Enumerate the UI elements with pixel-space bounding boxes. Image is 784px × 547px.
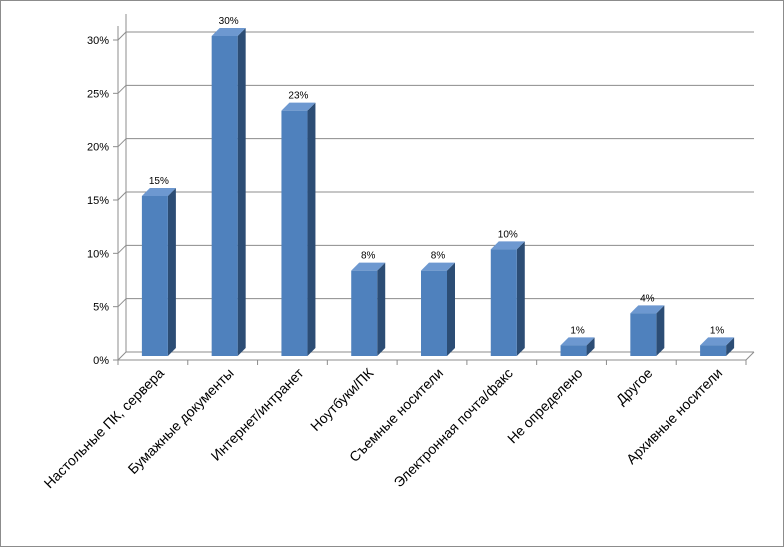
data-label: 1% [570,325,585,336]
bar [700,337,735,356]
bar-side [237,28,246,356]
floor-right-edge [745,351,755,361]
bar-side [447,262,455,356]
bar [281,102,316,357]
data-label: 23% [288,91,308,102]
bar-top [700,337,735,346]
bar-front [141,196,168,356]
grid-line-side [117,31,127,41]
bar-front [630,313,657,356]
grid-line-side [117,84,127,94]
bar-side [516,241,525,356]
y-axis-tick-labels: 0% 5% 10% 15% 20% 25% 30% [87,35,109,367]
bar-top [211,28,246,36]
bar-side [377,262,386,356]
grid-line-side [117,138,127,148]
y-tick-label: 15% [87,195,109,207]
data-label: 8% [361,251,376,262]
bar-top [141,188,176,196]
bar-side [656,305,665,356]
bar-side [167,188,176,356]
y-tick-label: 10% [87,248,109,260]
y-tick-label: 25% [87,88,109,100]
grid-line-side [117,351,127,361]
bar-top [421,262,455,271]
data-label: 15% [149,176,169,187]
grid-line-side [117,191,127,201]
data-label: 8% [431,251,446,262]
data-label: 10% [498,229,518,240]
bar-side [307,102,316,357]
bar [211,28,246,356]
bar [630,305,665,356]
data-label: 1% [710,325,725,336]
chart-walls [117,14,755,361]
category-label: Электронная почта/факс [390,365,515,490]
category-label: Не определено [504,365,586,447]
bar [560,337,595,356]
bar-top [351,262,386,271]
bar-front [281,110,308,357]
bar-front [351,270,378,356]
bar-top [630,305,665,314]
y-tick-label: 0% [93,355,109,367]
category-label: Другое [613,365,656,408]
data-label: 30% [219,16,239,27]
bar [351,262,386,356]
bar-front [560,345,587,356]
bar [421,262,455,356]
data-labels: 15% 30% 23% 8% 8% 10% 1% 4% 1% [149,16,725,336]
bar [490,241,525,356]
bar-side [586,337,595,356]
data-label: 4% [640,293,655,304]
category-label: Настольные ПК, сервера [41,365,168,492]
bars [141,28,735,357]
bar-front [700,345,727,356]
bar-front [421,270,447,356]
y-tick-label: 5% [93,302,109,314]
bar-front [490,249,517,356]
grid-line-side [117,244,127,254]
bar-top [281,102,316,111]
bar [141,188,176,356]
y-tick-label: 30% [87,35,109,47]
grid-line-side [117,298,127,308]
bar-top [490,241,525,250]
y-tick-label: 20% [87,142,109,154]
bar-front [211,36,238,356]
category-label: Ноутбуки/ПК [307,364,377,434]
bar-top [560,337,595,346]
bar-side [726,337,735,356]
